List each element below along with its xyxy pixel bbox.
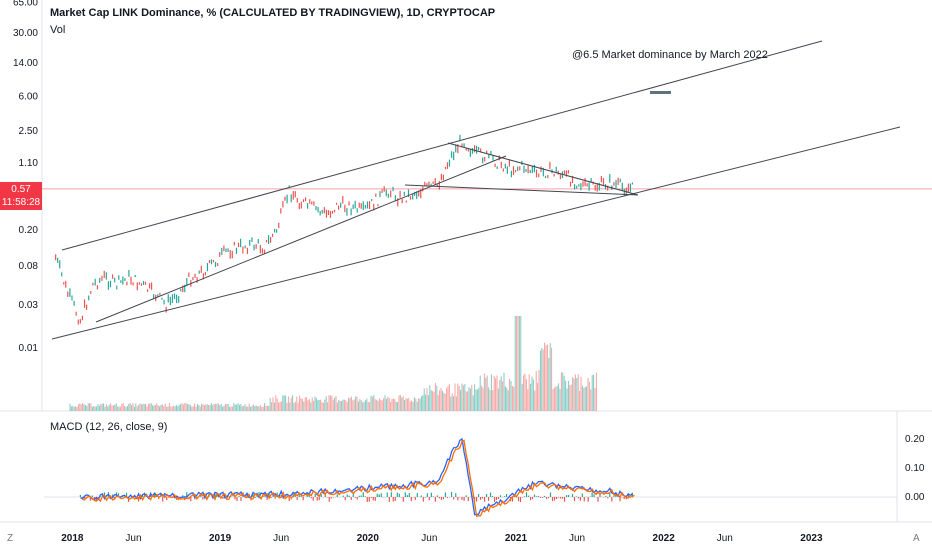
macd-line	[80, 437, 633, 516]
last-price-value: 0.57	[11, 184, 31, 195]
y-tick-label: 30.00	[13, 28, 38, 39]
chart-title: Market Cap LINK Dominance, % (CALCULATED…	[50, 7, 496, 19]
x-tick-label: Jun	[717, 533, 733, 544]
y-tick-label: 6.00	[19, 91, 39, 102]
rising-support-line	[95, 155, 507, 323]
macd-tick-label: 0.00	[905, 492, 925, 503]
annotation-text: @6.5 Market dominance by March 2022	[572, 49, 768, 61]
y-tick-label: 65.00	[13, 0, 38, 9]
x-tick-label: 2018	[61, 533, 84, 544]
signal-line	[82, 439, 635, 517]
macd-tick-label: 0.10	[905, 463, 925, 474]
x-tick-label: Jun	[421, 533, 437, 544]
x-tick-label: Jun	[569, 533, 585, 544]
x-tick-label: Jun	[125, 533, 141, 544]
last-price-tag: 0.57 11:58:28	[0, 182, 42, 210]
upper-channel-line	[61, 40, 823, 251]
descending-resistance-line	[447, 142, 639, 196]
volume-label: Vol	[50, 24, 66, 36]
lower-channel-line	[51, 126, 901, 340]
zoom-button[interactable]: Z	[7, 533, 14, 544]
flat-support-line	[404, 184, 639, 196]
macd-tick-label: 0.20	[905, 434, 925, 445]
y-tick-label: 1.10	[19, 158, 39, 169]
macd-title: MACD (12, 26, close, 9)	[50, 421, 168, 433]
y-tick-label: 2.50	[19, 126, 39, 137]
x-tick-label: 2019	[209, 533, 232, 544]
target-marker	[650, 91, 671, 94]
y-tick-label: 0.20	[19, 225, 39, 236]
x-tick-label: 2023	[800, 533, 823, 544]
auto-scale-button[interactable]: A	[913, 533, 920, 544]
x-tick-label: 2021	[505, 533, 528, 544]
y-tick-label: 0.01	[19, 343, 39, 354]
y-tick-label: 0.08	[19, 261, 39, 272]
y-tick-label: 0.03	[19, 300, 39, 311]
y-tick-label: 14.00	[13, 58, 38, 69]
x-tick-label: Jun	[273, 533, 289, 544]
x-tick-label: 2022	[653, 533, 676, 544]
bar-countdown: 11:58:28	[1, 197, 41, 208]
x-tick-label: 2020	[357, 533, 380, 544]
